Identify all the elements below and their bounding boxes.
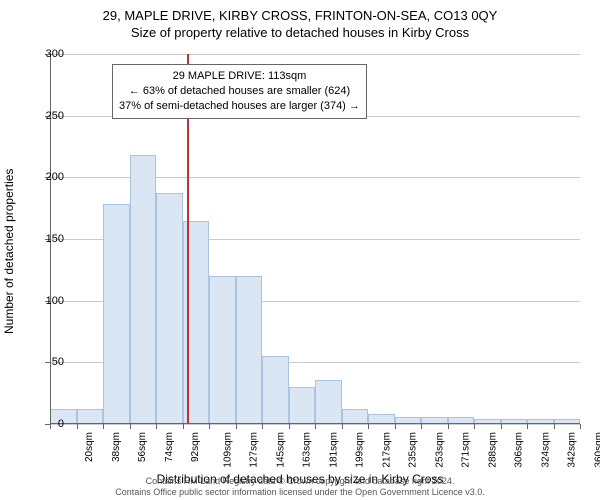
xtick-label: 38sqm	[111, 432, 122, 462]
ytick-label: 250	[24, 110, 64, 122]
xtick-mark	[580, 424, 581, 429]
ytick-label: 0	[24, 418, 64, 430]
xtick-mark	[315, 424, 316, 429]
xtick-label: 163sqm	[302, 432, 313, 468]
xtick-label: 127sqm	[249, 432, 260, 468]
xtick-mark	[395, 424, 396, 429]
histogram-bar	[156, 193, 183, 424]
xtick-label: 271sqm	[461, 432, 472, 468]
ytick-label: 200	[24, 171, 64, 183]
histogram-bar	[315, 380, 342, 424]
y-axis-label: Number of detached properties	[2, 169, 16, 334]
xtick-mark	[448, 424, 449, 429]
xtick-mark	[342, 424, 343, 429]
xtick-mark	[554, 424, 555, 429]
ytick-label: 50	[24, 356, 64, 368]
histogram-bar	[103, 204, 130, 424]
annotation-box: 29 MAPLE DRIVE: 113sqm← 63% of detached …	[112, 64, 367, 119]
xtick-label: 324sqm	[540, 432, 551, 468]
xtick-label: 360sqm	[593, 432, 600, 468]
xtick-mark	[289, 424, 290, 429]
xtick-label: 288sqm	[487, 432, 498, 468]
gridline	[50, 54, 580, 55]
plot-area: 29 MAPLE DRIVE: 113sqm← 63% of detached …	[50, 54, 580, 424]
xtick-label: 92sqm	[190, 432, 201, 462]
annotation-line2: ← 63% of detached houses are smaller (62…	[119, 84, 360, 99]
histogram-bar	[289, 387, 316, 424]
ytick-label: 150	[24, 233, 64, 245]
xtick-mark	[527, 424, 528, 429]
xtick-mark	[209, 424, 210, 429]
xtick-label: 109sqm	[222, 432, 233, 468]
xtick-label: 199sqm	[355, 432, 366, 468]
xtick-label: 20sqm	[84, 432, 95, 462]
xtick-label: 145sqm	[275, 432, 286, 468]
xtick-mark	[183, 424, 184, 429]
xtick-mark	[421, 424, 422, 429]
chart-subtitle: Size of property relative to detached ho…	[0, 23, 600, 44]
histogram-bar	[77, 409, 104, 424]
histogram-bar	[342, 409, 369, 424]
xtick-mark	[156, 424, 157, 429]
ytick-label: 300	[24, 48, 64, 60]
xtick-label: 342sqm	[567, 432, 578, 468]
histogram-bar	[130, 155, 157, 424]
xtick-mark	[130, 424, 131, 429]
xtick-mark	[103, 424, 104, 429]
xtick-label: 181sqm	[328, 432, 339, 468]
xtick-mark	[368, 424, 369, 429]
address-title: 29, MAPLE DRIVE, KIRBY CROSS, FRINTON-ON…	[0, 0, 600, 23]
xtick-label: 217sqm	[381, 432, 392, 468]
xtick-label: 56sqm	[137, 432, 148, 462]
xtick-label: 253sqm	[434, 432, 445, 468]
histogram-bar	[262, 356, 289, 424]
annotation-line1: 29 MAPLE DRIVE: 113sqm	[119, 69, 360, 84]
xtick-mark	[501, 424, 502, 429]
ytick-label: 100	[24, 295, 64, 307]
xtick-mark	[236, 424, 237, 429]
xtick-label: 306sqm	[514, 432, 525, 468]
footer-attribution: Contains HM Land Registry data © Crown c…	[0, 476, 600, 498]
histogram-bar	[236, 276, 263, 424]
xtick-mark	[77, 424, 78, 429]
annotation-line3: 37% of semi-detached houses are larger (…	[119, 99, 360, 114]
footer-line1: Contains HM Land Registry data © Crown c…	[0, 476, 600, 487]
xtick-label: 235sqm	[408, 432, 419, 468]
footer-line2: Contains Office public sector informatio…	[0, 487, 600, 498]
xtick-mark	[262, 424, 263, 429]
histogram-bar	[209, 276, 236, 424]
xtick-label: 74sqm	[164, 432, 175, 462]
xtick-mark	[474, 424, 475, 429]
